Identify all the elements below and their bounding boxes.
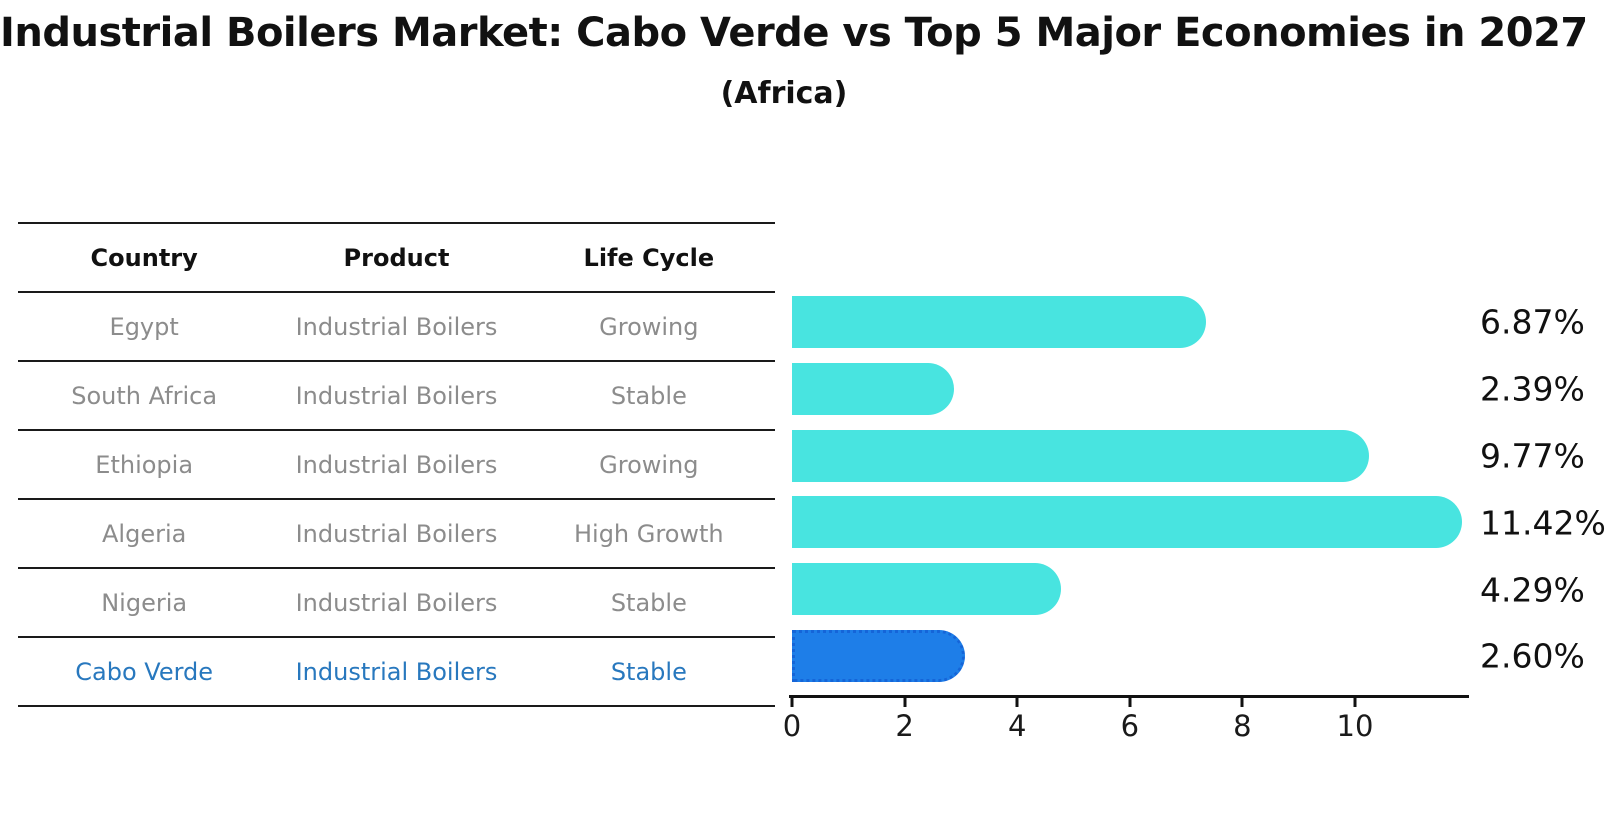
x-axis-line — [789, 695, 1469, 698]
value-label: 9.77% — [1480, 436, 1585, 476]
x-axis-tick-label: 0 — [782, 709, 802, 743]
bar-row: 4.29% — [792, 556, 1615, 623]
value-label: 6.87% — [1480, 302, 1585, 342]
x-axis-tick — [790, 698, 794, 707]
x-axis-tick-label: 4 — [1007, 709, 1027, 743]
product-cell: Industrial Boilers — [270, 499, 523, 569]
life-cycle-cell: Stable — [522, 637, 775, 707]
table-row: Nigeria Industrial Boilers Stable — [18, 568, 775, 638]
country-cell: South Africa — [18, 361, 271, 431]
x-axis-tick — [1015, 698, 1019, 707]
country-cell: Cabo Verde — [18, 637, 271, 707]
table-header-row: Country Product Life Cycle — [18, 222, 775, 293]
table-row: South Africa Industrial Boilers Stable — [18, 361, 775, 431]
x-axis-tick-label: 10 — [1336, 709, 1374, 743]
table-row: Cabo Verde Industrial Boilers Stable — [18, 637, 775, 707]
value-label: 2.60% — [1480, 636, 1585, 676]
col-header-life-cycle: Life Cycle — [522, 222, 775, 293]
bar — [792, 296, 1206, 348]
life-cycle-cell: Stable — [522, 361, 775, 431]
bar-row: 9.77% — [792, 423, 1615, 490]
chart-subtitle: (Africa) — [720, 76, 848, 111]
bar-row: 2.39% — [792, 356, 1615, 423]
bar — [792, 362, 954, 415]
product-cell: Industrial Boilers — [270, 361, 523, 431]
chart-title: Industrial Boilers Market: Cabo Verde vs… — [0, 10, 1588, 56]
bar — [792, 563, 1061, 616]
country-cell: Algeria — [18, 499, 271, 569]
life-cycle-cell: Stable — [522, 568, 775, 638]
value-label: 4.29% — [1480, 570, 1585, 610]
bar-row: 6.87% — [792, 289, 1615, 356]
product-cell: Industrial Boilers — [270, 430, 523, 500]
life-cycle-cell: Growing — [522, 292, 775, 362]
highlight-bar — [792, 629, 966, 682]
x-axis-tick-label: 8 — [1233, 709, 1252, 743]
product-cell: Industrial Boilers — [270, 292, 523, 362]
bar — [792, 429, 1369, 482]
bar-row: 2.60% — [792, 623, 1615, 690]
table-row: Ethiopia Industrial Boilers Growing — [18, 430, 775, 500]
x-axis-tick-label: 2 — [895, 709, 914, 743]
x-axis-tick — [1240, 698, 1244, 707]
country-table: Country Product Life Cycle Egypt Industri… — [18, 222, 775, 707]
country-cell: Nigeria — [18, 568, 271, 638]
country-cell: Egypt — [18, 292, 271, 362]
value-label: 2.39% — [1480, 369, 1585, 409]
product-cell: Industrial Boilers — [270, 568, 523, 638]
x-axis-tick — [903, 698, 907, 707]
bar-row: 11.42% — [792, 489, 1615, 556]
x-axis-tick-label: 6 — [1120, 709, 1140, 743]
table-row: Algeria Industrial Boilers High Growth — [18, 499, 775, 569]
col-header-product: Product — [270, 222, 523, 293]
value-label: 11.42% — [1480, 503, 1606, 543]
x-axis-tick — [1128, 698, 1132, 707]
country-cell: Ethiopia — [18, 430, 271, 500]
bar — [792, 496, 1462, 549]
x-axis: 0 2 4 6 8 10 — [783, 695, 1469, 755]
table-row: Egypt Industrial Boilers Growing — [18, 292, 775, 362]
bar-plot: 6.87% 2.39% 9.77% 11.42% 4.29% 2.60% — [792, 289, 1615, 690]
life-cycle-cell: Growing — [522, 430, 775, 500]
life-cycle-cell: High Growth — [522, 499, 775, 569]
x-axis-tick — [1353, 698, 1357, 707]
product-cell: Industrial Boilers — [270, 637, 523, 707]
col-header-country: Country — [18, 222, 271, 293]
